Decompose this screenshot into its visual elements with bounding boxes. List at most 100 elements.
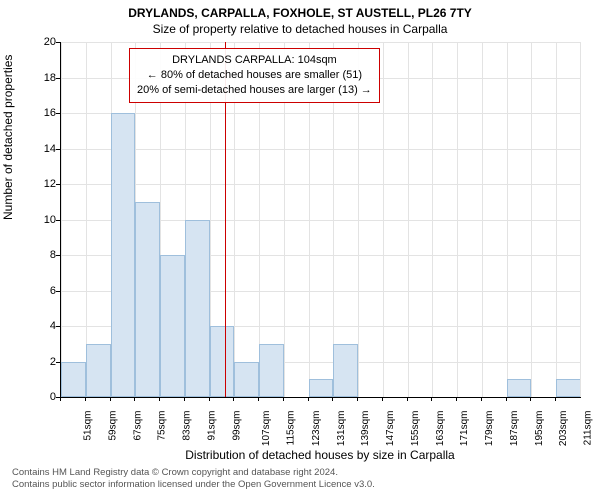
xtick-mark [530,397,531,401]
xtick-label: 67sqm [132,411,143,441]
gridline-h [61,149,581,150]
ytick-label: 18 [26,72,56,84]
xtick-mark [209,397,210,401]
xtick-label: 179sqm [484,411,495,447]
xtick-mark [60,397,61,401]
xtick-mark [233,397,234,401]
ytick-mark [56,113,60,114]
gridline-v [531,42,532,397]
footer-line-2: Contains public sector information licen… [12,479,375,490]
chart-title-main: DRYLANDS, CARPALLA, FOXHOLE, ST AUSTELL,… [0,6,600,20]
ytick-mark [56,362,60,363]
histogram-bar [160,255,185,397]
xtick-mark [431,397,432,401]
footer-line-1: Contains HM Land Registry data © Crown c… [12,467,338,478]
histogram-bar [507,379,532,397]
xtick-mark [258,397,259,401]
gridline-v [580,42,581,397]
xtick-label: 203sqm [559,411,570,447]
xtick-label: 107sqm [261,411,272,447]
ytick-mark [56,149,60,150]
gridline-h [61,113,581,114]
ytick-label: 20 [26,36,56,48]
xtick-label: 139sqm [360,411,371,447]
ytick-label: 16 [26,107,56,119]
gridline-v [556,42,557,397]
xtick-label: 59sqm [107,411,118,441]
chart-container: DRYLANDS, CARPALLA, FOXHOLE, ST AUSTELL,… [0,0,600,500]
xtick-label: 147sqm [385,411,396,447]
histogram-bar [86,344,111,397]
ytick-mark [56,255,60,256]
histogram-bar [234,362,259,398]
xtick-label: 155sqm [410,411,421,447]
xtick-mark [283,397,284,401]
footer-attribution: Contains HM Land Registry data © Crown c… [12,467,588,492]
xtick-mark [159,397,160,401]
xtick-mark [110,397,111,401]
gridline-v [61,42,62,397]
histogram-bar [259,344,284,397]
gridline-v [457,42,458,397]
ytick-label: 0 [26,391,56,403]
histogram-bar [185,220,210,398]
xtick-label: 99sqm [231,411,242,441]
xtick-label: 115sqm [285,411,296,446]
xtick-mark [407,397,408,401]
ytick-mark [56,291,60,292]
gridline-v [408,42,409,397]
xtick-mark [555,397,556,401]
annotation-line: DRYLANDS CARPALLA: 104sqm [137,53,372,68]
xtick-mark [85,397,86,401]
xtick-label: 131sqm [336,411,347,447]
xtick-mark [134,397,135,401]
ytick-mark [56,78,60,79]
xtick-mark [184,397,185,401]
histogram-bar [309,379,334,397]
xtick-label: 163sqm [435,411,446,447]
gridline-v [482,42,483,397]
ytick-label: 6 [26,285,56,297]
ytick-label: 10 [26,214,56,226]
annotation-line: ← 80% of detached houses are smaller (51… [137,68,372,83]
x-axis-label: Distribution of detached houses by size … [60,448,580,462]
xtick-mark [357,397,358,401]
xtick-label: 195sqm [534,411,545,447]
plot-area: DRYLANDS CARPALLA: 104sqm← 80% of detach… [60,42,581,398]
ytick-mark [56,184,60,185]
ytick-label: 14 [26,143,56,155]
xtick-label: 211sqm [583,411,594,446]
chart-title-sub: Size of property relative to detached ho… [0,22,600,36]
gridline-h [61,42,581,43]
ytick-mark [56,220,60,221]
xtick-label: 91sqm [206,411,217,441]
xtick-label: 75sqm [157,411,168,441]
xtick-mark [456,397,457,401]
xtick-label: 187sqm [509,411,520,447]
ytick-label: 2 [26,356,56,368]
histogram-bar [61,362,86,398]
annotation-line: 20% of semi-detached houses are larger (… [137,83,372,98]
histogram-bar [111,113,136,397]
xtick-label: 171sqm [460,411,471,447]
ytick-label: 12 [26,178,56,190]
xtick-mark [382,397,383,401]
gridline-h [61,184,581,185]
xtick-mark [481,397,482,401]
gridline-v [507,42,508,397]
ytick-mark [56,326,60,327]
histogram-bar [333,344,358,397]
xtick-label: 51sqm [83,411,94,441]
xtick-label: 83sqm [182,411,193,441]
ytick-label: 8 [26,249,56,261]
histogram-bar [210,326,235,397]
ytick-label: 4 [26,320,56,332]
histogram-bar [556,379,581,397]
y-axis-label: Number of detached properties [1,55,15,220]
gridline-v [432,42,433,397]
xtick-mark [308,397,309,401]
histogram-bar [135,202,160,397]
xtick-label: 123sqm [311,411,322,447]
gridline-v [383,42,384,397]
annotation-box: DRYLANDS CARPALLA: 104sqm← 80% of detach… [129,48,380,103]
